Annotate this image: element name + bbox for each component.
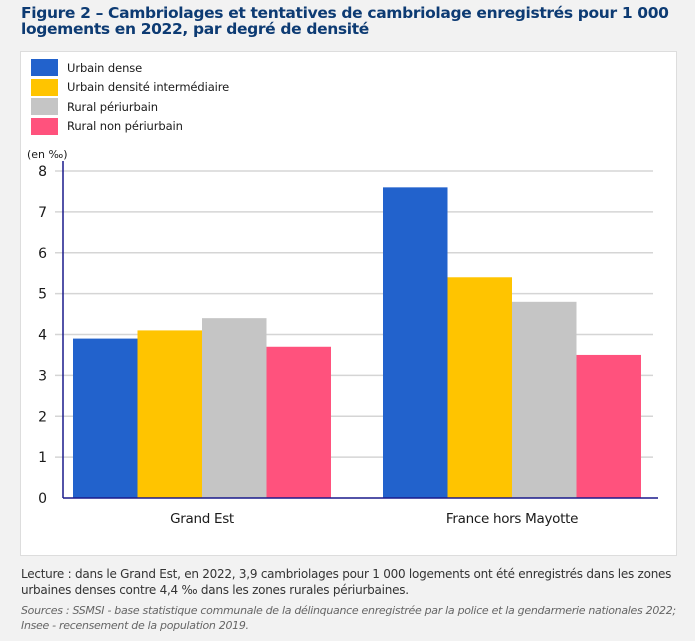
y-axis-ticks: 0 1 2 3 4 5 6 7 8 bbox=[38, 164, 47, 507]
bars bbox=[73, 187, 641, 498]
bar bbox=[447, 277, 512, 498]
y-tick-label: 4 bbox=[38, 328, 47, 344]
reading-note: Lecture : dans le Grand Est, en 2022, 3,… bbox=[21, 567, 672, 597]
chart-panel: Urbain dense Urbain densité intermédiair… bbox=[20, 51, 677, 556]
x-category-label: France hors Mayotte bbox=[446, 511, 578, 527]
y-tick-label: 6 bbox=[38, 246, 47, 262]
y-tick-label: 3 bbox=[38, 368, 47, 384]
x-axis-labels: Grand Est France hors Mayotte bbox=[170, 511, 578, 527]
y-tick-label: 0 bbox=[38, 491, 47, 507]
legend-item: Rural non périurbain bbox=[31, 117, 229, 137]
x-category-label: Grand Est bbox=[170, 511, 234, 527]
legend-item: Urbain densité intermédiaire bbox=[31, 78, 229, 98]
bar bbox=[576, 354, 641, 498]
y-axis-unit-label: (en ‰) bbox=[27, 148, 68, 161]
bar bbox=[266, 346, 331, 498]
y-tick-label: 1 bbox=[38, 450, 47, 466]
figure-title: Figure 2 – Cambriolages et tentatives de… bbox=[21, 4, 669, 38]
bar bbox=[137, 330, 202, 498]
chart-legend: Urbain dense Urbain densité intermédiair… bbox=[31, 58, 229, 136]
legend-label: Urbain densité intermédiaire bbox=[67, 80, 230, 95]
legend-swatch bbox=[31, 117, 58, 135]
y-tick-label: 7 bbox=[38, 205, 47, 221]
legend-swatch bbox=[31, 59, 58, 77]
bar bbox=[383, 187, 448, 498]
legend-label: Urbain dense bbox=[67, 60, 143, 75]
bar bbox=[73, 338, 138, 498]
bar bbox=[202, 318, 267, 498]
legend-swatch bbox=[31, 78, 58, 96]
legend-item: Rural périurbain bbox=[31, 97, 229, 117]
legend-item: Urbain dense bbox=[31, 58, 229, 78]
sources-note: Sources : SSMSI - base statistique commu… bbox=[21, 604, 676, 632]
legend-label: Rural périurbain bbox=[67, 99, 158, 114]
y-tick-label: 5 bbox=[38, 287, 47, 303]
legend-label: Rural non périurbain bbox=[67, 119, 183, 134]
y-tick-label: 8 bbox=[38, 164, 47, 180]
legend-swatch bbox=[31, 98, 58, 116]
bar-chart: (en ‰) 0 1 2 3 4 5 6 7 8 Grand Est France hors Ma… bbox=[27, 148, 658, 527]
y-tick-label: 2 bbox=[38, 409, 47, 425]
bar bbox=[512, 301, 577, 498]
